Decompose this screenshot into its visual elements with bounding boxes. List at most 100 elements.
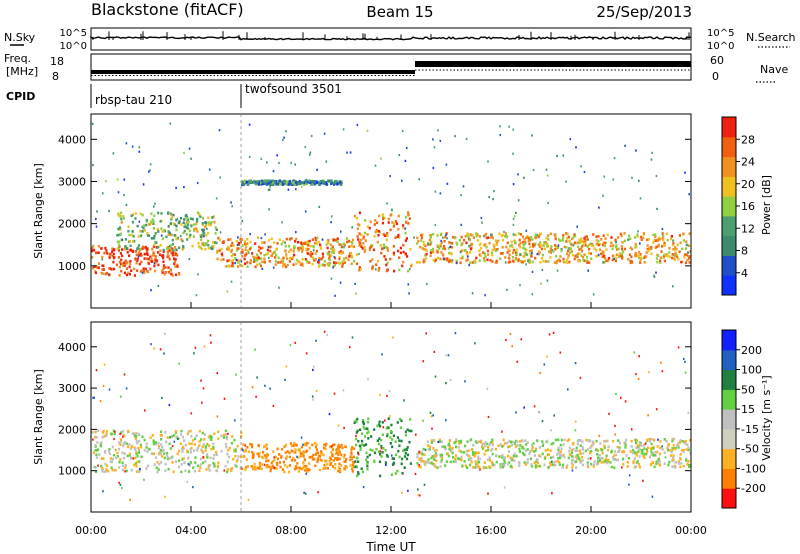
velocity-cell bbox=[107, 469, 110, 473]
velocity-cell bbox=[531, 447, 534, 451]
power-cell bbox=[465, 241, 468, 245]
velocity-cell bbox=[557, 451, 560, 454]
power-cell bbox=[162, 260, 165, 264]
power-noise bbox=[343, 246, 345, 249]
velocity-cell bbox=[260, 455, 264, 459]
power-cell bbox=[153, 259, 156, 263]
power-noise bbox=[117, 191, 120, 194]
velocity-cell bbox=[420, 457, 423, 460]
power-cell bbox=[245, 244, 248, 248]
power-cell bbox=[150, 257, 153, 261]
power-cell bbox=[256, 257, 259, 260]
power-cell bbox=[239, 237, 242, 241]
power-cell bbox=[164, 266, 167, 269]
power-cell bbox=[429, 254, 432, 257]
power-cell bbox=[580, 254, 583, 257]
velocity-cell bbox=[475, 451, 478, 455]
velocity-cell bbox=[349, 458, 352, 462]
velocity-cell bbox=[600, 461, 603, 464]
velocity-cell bbox=[637, 450, 640, 453]
power-cell bbox=[174, 251, 177, 255]
power-cell bbox=[397, 227, 400, 231]
power-cell bbox=[407, 222, 410, 225]
power-cell bbox=[186, 238, 189, 241]
velocity-cell bbox=[330, 451, 333, 454]
power-noise bbox=[374, 164, 377, 167]
power-cell bbox=[276, 242, 279, 245]
power-cell bbox=[301, 250, 304, 253]
power-cell bbox=[338, 243, 341, 246]
power-cell bbox=[178, 246, 181, 249]
power-cell bbox=[263, 260, 266, 264]
velocity-cell bbox=[406, 446, 409, 449]
power-cell bbox=[201, 228, 204, 232]
velocity-cell bbox=[266, 452, 269, 456]
velocity-cell bbox=[449, 450, 453, 453]
velocity-cell bbox=[125, 442, 128, 446]
velocity-cell bbox=[509, 440, 512, 444]
velocity-cell bbox=[341, 446, 344, 450]
velocity-cell bbox=[119, 438, 122, 441]
velocity-cell bbox=[516, 444, 519, 447]
power-cell bbox=[333, 256, 337, 260]
power-cell bbox=[546, 242, 549, 246]
velocity-cell bbox=[543, 457, 546, 460]
velocity-cell bbox=[150, 452, 153, 456]
power-cell bbox=[555, 245, 558, 248]
power-cell bbox=[111, 250, 114, 253]
velocity-cell bbox=[421, 452, 424, 456]
power-cell bbox=[207, 216, 210, 220]
velocity-cell bbox=[291, 444, 294, 448]
power-cell bbox=[186, 220, 189, 224]
power-cell bbox=[443, 247, 447, 251]
velocity-noise bbox=[503, 486, 506, 489]
velocity-noise bbox=[242, 449, 244, 452]
power-colorbar-label: Power [dB] bbox=[760, 175, 773, 235]
velocity-cell bbox=[215, 453, 218, 456]
power-cell bbox=[471, 261, 474, 264]
power-cell bbox=[657, 254, 660, 257]
x-tick-label: 00:00 bbox=[675, 524, 707, 537]
velocity-cell bbox=[98, 453, 101, 456]
velocity-cell bbox=[689, 452, 691, 455]
velocity-cell bbox=[507, 445, 510, 449]
power-cell bbox=[156, 228, 159, 231]
power-cell bbox=[321, 257, 324, 260]
power-cell bbox=[645, 251, 648, 254]
colorbar-segment bbox=[722, 196, 736, 217]
velocity-cell bbox=[161, 445, 164, 449]
velocity-noise bbox=[119, 432, 121, 436]
velocity-cell bbox=[286, 465, 289, 469]
power-cell bbox=[339, 181, 342, 185]
velocity-cell bbox=[591, 440, 595, 444]
velocity-cell bbox=[276, 447, 279, 451]
power-cell bbox=[241, 244, 244, 247]
velocity-cell bbox=[265, 447, 269, 450]
power-noise bbox=[639, 197, 642, 200]
power-cell bbox=[484, 233, 487, 237]
velocity-cell bbox=[264, 444, 267, 448]
velocity-noise bbox=[520, 338, 523, 341]
power-cell bbox=[539, 232, 542, 236]
velocity-cell bbox=[340, 453, 343, 457]
power-cell bbox=[257, 256, 261, 260]
velocity-noise bbox=[192, 486, 194, 489]
power-cell bbox=[246, 249, 249, 253]
power-cell bbox=[322, 182, 325, 185]
velocity-cell bbox=[386, 455, 389, 458]
power-noise bbox=[240, 260, 243, 263]
power-noise bbox=[545, 168, 548, 171]
velocity-noise bbox=[546, 355, 548, 358]
power-cell bbox=[646, 244, 649, 247]
power-noise bbox=[318, 205, 321, 208]
power-noise bbox=[624, 144, 626, 147]
power-cell bbox=[537, 243, 540, 246]
velocity-cell bbox=[133, 463, 136, 467]
power-cell bbox=[573, 234, 577, 238]
velocity-cell bbox=[154, 456, 158, 459]
velocity-cell bbox=[285, 455, 288, 458]
power-cell bbox=[634, 251, 637, 255]
power-cell bbox=[538, 245, 541, 248]
power-cell bbox=[392, 225, 395, 228]
